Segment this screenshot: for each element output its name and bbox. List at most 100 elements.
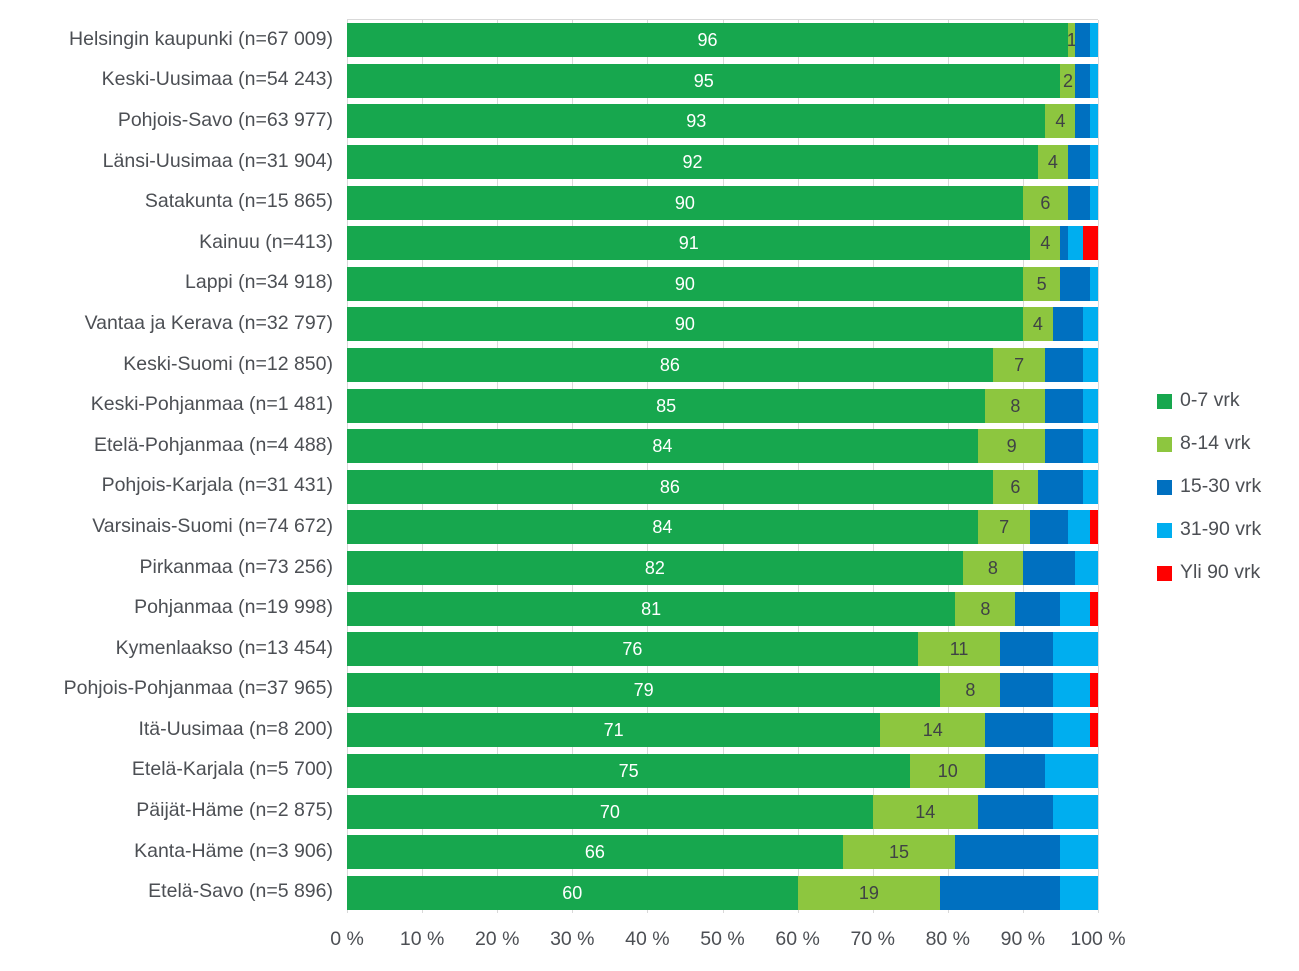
x-axis-tick-label: 20 % bbox=[474, 928, 520, 950]
bar-value-label: 4 bbox=[1055, 111, 1066, 132]
category-label: Länsi-Uusimaa (n=31 904) bbox=[102, 149, 333, 172]
bar-value-label: 4 bbox=[1032, 314, 1043, 335]
bar-segment-8-14-vrk: 5 bbox=[1022, 266, 1061, 301]
category-label: Varsinais-Suomi (n=74 672) bbox=[92, 514, 333, 537]
legend-label: 0-7 vrk bbox=[1180, 389, 1240, 412]
bar-slot: 70 14 bbox=[347, 791, 1098, 832]
bar-row: 93 4 bbox=[347, 104, 1098, 139]
category-label: Pohjanmaa (n=19 998) bbox=[134, 596, 333, 619]
bar-slot: 60 19 bbox=[347, 872, 1098, 913]
bar-value-label: 84 bbox=[652, 517, 673, 538]
bar-value-label: 4 bbox=[1047, 152, 1058, 173]
bar-segment-15-30-vrk bbox=[1030, 510, 1068, 545]
bar-slot: 93 4 bbox=[347, 101, 1098, 142]
bar-segment-yli-90-vrk bbox=[1082, 226, 1098, 261]
bar-segment-15-30-vrk bbox=[1052, 307, 1083, 342]
bar-segment-8-14-vrk: 8 bbox=[985, 388, 1046, 423]
bar-value-label: 93 bbox=[686, 111, 707, 132]
bar-segment-31-90-vrk bbox=[1090, 185, 1098, 220]
bar-segment-0-7-vrk: 84 bbox=[347, 510, 978, 545]
bar-segment-0-7-vrk: 86 bbox=[347, 469, 993, 504]
category-label: Päijät-Häme (n=2 875) bbox=[136, 799, 333, 822]
legend-label: Yli 90 vrk bbox=[1180, 561, 1261, 584]
bar-segment-8-14-vrk: 6 bbox=[1022, 185, 1068, 220]
category-label: Kanta-Häme (n=3 906) bbox=[134, 839, 333, 862]
y-axis-category-labels: Helsingin kaupunki (n=67 009) Keski-Uusim… bbox=[0, 19, 333, 912]
bar-segment-8-14-vrk: 6 bbox=[992, 469, 1038, 504]
x-axis-tick-label: 0 % bbox=[330, 928, 364, 950]
bar-segment-0-7-vrk: 86 bbox=[347, 348, 993, 383]
gridline bbox=[1098, 20, 1099, 913]
bar-segment-0-7-vrk: 85 bbox=[347, 388, 986, 423]
bar-segment-0-7-vrk: 92 bbox=[347, 145, 1038, 180]
category-label: Pohjois-Karjala (n=31 431) bbox=[101, 474, 333, 497]
bar-row: 91 4 bbox=[347, 226, 1098, 261]
bar-segment-31-90-vrk bbox=[1090, 23, 1098, 58]
bar-segment-8-14-vrk: 1 bbox=[1066, 23, 1077, 58]
bar-segment-8-14-vrk: 14 bbox=[880, 713, 986, 748]
bar-segment-31-90-vrk bbox=[1052, 672, 1091, 707]
bar-value-label: 96 bbox=[697, 30, 718, 51]
x-axis-tick-label: 10 % bbox=[399, 928, 445, 950]
bar-segment-8-14-vrk: 7 bbox=[977, 510, 1031, 545]
bar-slot: 71 14 bbox=[347, 710, 1098, 751]
x-axis-tick-label: 40 % bbox=[625, 928, 670, 950]
x-axis-tick-label: 60 % bbox=[775, 928, 820, 950]
bar-segment-0-7-vrk: 71 bbox=[347, 713, 881, 748]
bar-slot: 84 7 bbox=[347, 507, 1098, 548]
bar-slot: 85 8 bbox=[347, 385, 1098, 426]
legend-label: 31-90 vrk bbox=[1180, 518, 1262, 541]
bar-row: 75 10 bbox=[347, 753, 1098, 788]
bar-slot: 82 8 bbox=[347, 548, 1098, 589]
bar-value-label: 1 bbox=[1066, 30, 1077, 51]
category-label: Etelä-Pohjanmaa (n=4 488) bbox=[93, 433, 333, 456]
bar-segment-15-30-vrk bbox=[977, 794, 1053, 829]
category-label: Keski-Pohjanmaa (n=1 481) bbox=[90, 393, 333, 416]
legend-swatch-15-30-vrk bbox=[1157, 479, 1172, 495]
bar-segment-0-7-vrk: 81 bbox=[347, 591, 956, 626]
category-label: Vantaa ja Kerava (n=32 797) bbox=[84, 311, 333, 334]
x-axis-tick-label: 30 % bbox=[550, 928, 595, 950]
bar-row: 90 6 bbox=[347, 185, 1098, 220]
bar-slot: 90 5 bbox=[347, 264, 1098, 305]
bar-segment-0-7-vrk: 82 bbox=[347, 551, 963, 586]
bar-segment-0-7-vrk: 84 bbox=[347, 429, 978, 464]
bar-segment-15-30-vrk bbox=[1075, 63, 1091, 98]
gridline bbox=[422, 20, 424, 913]
legend: 0-7 vrk 8-14 vrk 15-30 vrk 31-90 vrk Yli 90 … bbox=[1157, 391, 1261, 606]
bar-segment-31-90-vrk bbox=[1082, 307, 1098, 342]
bar-value-label: 4 bbox=[1040, 233, 1051, 254]
bar-slot: 81 8 bbox=[347, 588, 1098, 629]
bar-segment-0-7-vrk: 95 bbox=[347, 63, 1061, 98]
bar-segment-0-7-vrk: 91 bbox=[347, 226, 1031, 261]
x-axis-tick-label: 80 % bbox=[925, 928, 971, 950]
gridline bbox=[947, 20, 949, 913]
legend-label: 15-30 vrk bbox=[1180, 475, 1262, 498]
bar-value-label: 91 bbox=[678, 233, 699, 254]
bar-segment-8-14-vrk: 9 bbox=[977, 429, 1046, 464]
bar-segment-15-30-vrk bbox=[1067, 145, 1091, 180]
bar-segment-8-14-vrk: 8 bbox=[962, 551, 1023, 586]
x-axis-tick-labels: 0 % 10 % 20 % 30 % 40 % 50 % 60 % 70 % 80 % 90 % 1… bbox=[330, 928, 1125, 958]
bar-segment-15-30-vrk bbox=[1037, 469, 1083, 504]
bar-segment-0-7-vrk: 96 bbox=[347, 23, 1068, 58]
bar-segment-31-90-vrk bbox=[1090, 266, 1098, 301]
bar-segment-0-7-vrk: 60 bbox=[347, 875, 798, 910]
bar-slot: 90 4 bbox=[347, 304, 1098, 345]
bar-segment-15-30-vrk bbox=[1075, 104, 1091, 139]
category-label: Keski-Suomi (n=12 850) bbox=[123, 352, 333, 375]
bar-segment-31-90-vrk bbox=[1067, 226, 1083, 261]
bar-segment-15-30-vrk bbox=[985, 753, 1046, 788]
bar-segment-8-14-vrk: 15 bbox=[842, 835, 956, 870]
bar-value-label: 95 bbox=[693, 70, 714, 91]
bar-segment-31-90-vrk bbox=[1090, 145, 1098, 180]
bar-segment-15-30-vrk bbox=[1022, 551, 1076, 586]
bar-segment-yli-90-vrk bbox=[1090, 672, 1098, 707]
category-label: Satakunta (n=15 865) bbox=[144, 190, 333, 213]
bar-row: 86 7 bbox=[347, 348, 1098, 383]
bar-value-label: 14 bbox=[922, 720, 943, 741]
bar-segment-yli-90-vrk bbox=[1090, 591, 1098, 626]
bar-value-label: 10 bbox=[937, 760, 958, 781]
x-axis-tick-label: 50 % bbox=[700, 928, 745, 950]
bar-segment-31-90-vrk bbox=[1075, 551, 1098, 586]
